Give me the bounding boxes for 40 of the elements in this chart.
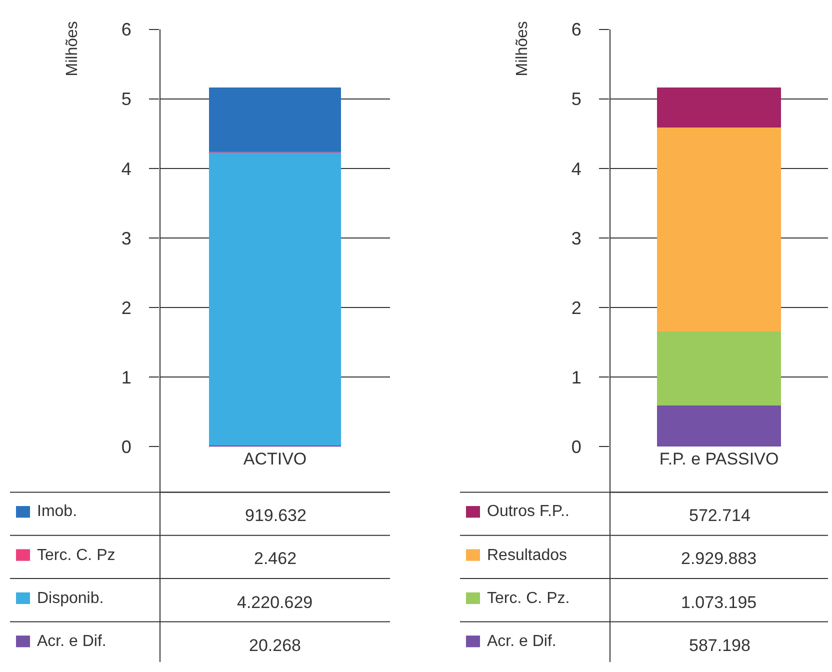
y-tick-label: 2 <box>121 298 132 318</box>
legend-label: Outros F.P.. <box>487 503 570 520</box>
y-axis-title: Milhões <box>64 21 81 76</box>
y-tick-label: 6 <box>121 20 132 40</box>
y-tick-label: 2 <box>571 298 582 318</box>
y-tick-label: 6 <box>571 20 582 40</box>
y-axis-title: Milhões <box>514 21 531 76</box>
bar <box>657 127 781 332</box>
y-tick-label: 4 <box>121 158 132 179</box>
y-tick-label: 0 <box>121 436 132 457</box>
text: 2.929.883 <box>681 549 757 568</box>
text: 4.220.629 <box>237 593 313 612</box>
bar <box>209 87 341 152</box>
text: 20.268 <box>249 636 301 655</box>
y-tick-label: 5 <box>571 89 582 110</box>
y-tick-label: 4 <box>571 158 582 179</box>
legend-label: Acr. e Dif. <box>487 633 556 650</box>
y-tick-label: 0 <box>571 436 582 457</box>
legend-label: Terc. C. Pz. <box>487 590 570 607</box>
bar <box>657 405 781 446</box>
legend-label: Disponib. <box>37 590 104 607</box>
text: 2.462 <box>254 549 297 568</box>
legend-label: Acr. e Dif. <box>37 633 106 650</box>
text: 587.198 <box>689 636 750 655</box>
text: 572.714 <box>689 506 750 525</box>
y-tick-label: 1 <box>121 367 132 388</box>
y-tick-label: 3 <box>571 228 582 248</box>
y-tick-label: 1 <box>571 367 582 388</box>
y-tick-label: 5 <box>121 89 132 110</box>
x-tick-label: ACTIVO <box>243 450 307 469</box>
text: 1.073.195 <box>681 593 757 612</box>
legend-label: Terc. C. Pz <box>37 547 116 564</box>
legend-label: Resultados <box>487 547 568 564</box>
bar <box>209 151 341 446</box>
bar <box>657 87 781 128</box>
text: 919.632 <box>245 506 306 525</box>
x-tick-label: F.P. e PASSIVO <box>659 450 779 469</box>
y-tick-label: 3 <box>121 228 132 248</box>
bar <box>657 331 781 406</box>
legend-label: Imob. <box>37 503 78 520</box>
